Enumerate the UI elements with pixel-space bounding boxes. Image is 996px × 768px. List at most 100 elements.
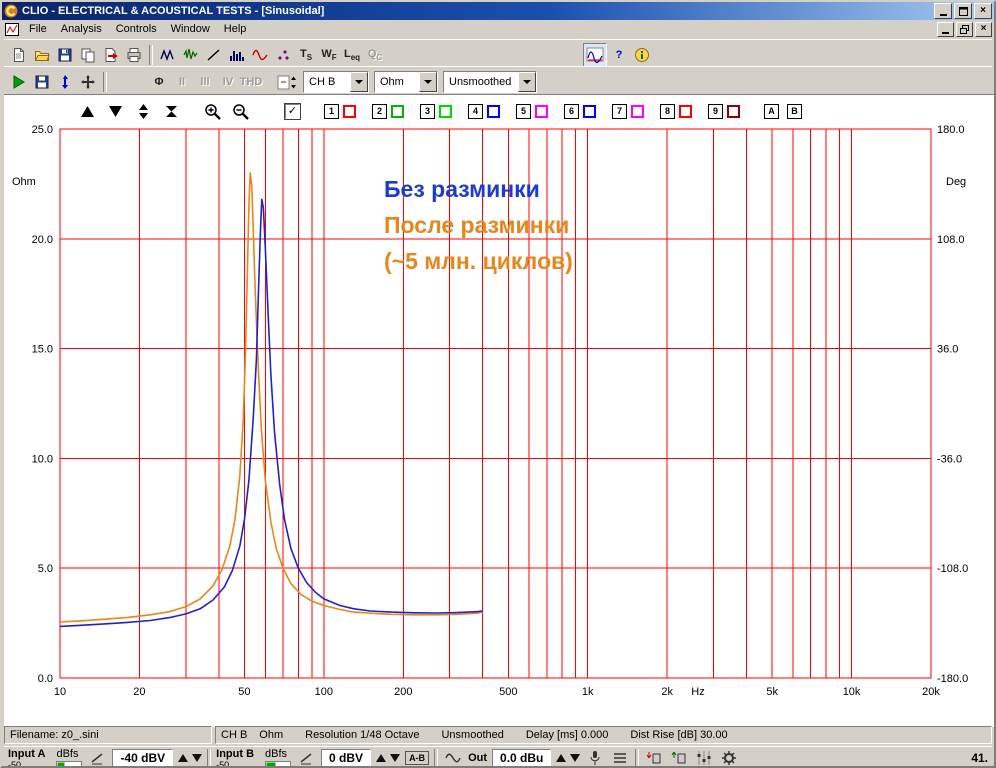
channel-value: CH B bbox=[309, 76, 336, 88]
ts-parameters-icon[interactable]: TS bbox=[299, 47, 313, 63]
phase-icon[interactable]: Φ bbox=[154, 76, 164, 88]
chevron-down-icon[interactable] bbox=[419, 72, 437, 92]
chart-controls: ✓ 1 2 3 4 5 6 7 8 9 A B bbox=[4, 100, 994, 122]
y-scale-spin-icon[interactable] bbox=[276, 71, 298, 93]
about-icon[interactable] bbox=[631, 44, 653, 66]
curve-1-button[interactable]: 1 bbox=[324, 103, 339, 119]
out-level[interactable]: 0.0 dBu bbox=[492, 749, 552, 766]
generator-icon[interactable] bbox=[443, 749, 463, 766]
autoscale-icon[interactable] bbox=[54, 71, 76, 93]
save-icon[interactable] bbox=[54, 44, 76, 66]
channel-combobox[interactable]: CH B bbox=[303, 71, 369, 93]
curve-6-color-swatch[interactable] bbox=[583, 104, 596, 118]
curve-2-button[interactable]: 2 bbox=[372, 103, 387, 119]
scatter-icon[interactable] bbox=[272, 44, 294, 66]
mls-signal-icon[interactable] bbox=[157, 44, 179, 66]
harmonic-4-icon: IV bbox=[222, 76, 234, 88]
close-button[interactable]: × bbox=[974, 3, 992, 19]
marker-checkbox[interactable]: ✓ bbox=[284, 102, 301, 120]
curve-7-button[interactable]: 7 bbox=[612, 103, 627, 119]
curve-slot-8: 8 bbox=[660, 103, 692, 119]
input-b-min-level: -50 bbox=[216, 760, 230, 768]
mixer-icon[interactable] bbox=[694, 749, 714, 766]
ab-compare-button[interactable]: A-B bbox=[405, 751, 430, 765]
menu-analysis[interactable]: Analysis bbox=[60, 23, 102, 35]
curve-5-color-swatch[interactable] bbox=[535, 104, 548, 118]
microphone-icon[interactable] bbox=[585, 749, 605, 766]
fft-bars-icon[interactable] bbox=[226, 44, 248, 66]
input-b-up-button[interactable] bbox=[376, 754, 387, 762]
sweep-line-icon[interactable] bbox=[203, 44, 225, 66]
input-a-sensitivity[interactable]: -40 dBV bbox=[112, 749, 174, 766]
print-icon[interactable] bbox=[123, 44, 145, 66]
hourglass-button[interactable] bbox=[161, 102, 181, 120]
updown-triangle-button[interactable] bbox=[133, 102, 153, 120]
input-a-down-button[interactable] bbox=[192, 754, 203, 762]
noise-signal-icon[interactable] bbox=[180, 44, 202, 66]
save-curve-icon[interactable] bbox=[31, 71, 53, 93]
curve-5-button[interactable]: 5 bbox=[516, 103, 531, 119]
child-minimize-button[interactable] bbox=[937, 21, 954, 37]
out-up-button[interactable] bbox=[556, 754, 567, 762]
leq-analysis-icon[interactable]: Leq bbox=[343, 47, 361, 63]
waterfall-icon[interactable]: WF bbox=[321, 47, 337, 63]
menu-controls[interactable]: Controls bbox=[115, 23, 157, 35]
open-folder-icon[interactable] bbox=[31, 44, 53, 66]
zoom-in-button[interactable] bbox=[203, 102, 223, 120]
curve-8-color-swatch[interactable] bbox=[679, 104, 692, 118]
curve-4-color-swatch[interactable] bbox=[487, 104, 500, 118]
curve-3-button[interactable]: 3 bbox=[420, 103, 435, 119]
curve-9-color-swatch[interactable] bbox=[727, 104, 740, 118]
curve-7-color-swatch[interactable] bbox=[631, 104, 644, 118]
menu-help[interactable]: Help bbox=[223, 23, 247, 35]
svg-text:15.0: 15.0 bbox=[32, 344, 53, 356]
curve-8-button[interactable]: 8 bbox=[660, 103, 675, 119]
curve-3-color-swatch[interactable] bbox=[439, 104, 452, 118]
menu-file[interactable]: File bbox=[29, 23, 47, 35]
export-icon[interactable] bbox=[100, 44, 122, 66]
input-b-unit: dBfs bbox=[265, 748, 288, 760]
line-in-patch-icon[interactable] bbox=[644, 749, 664, 766]
input-b-gain-icon[interactable] bbox=[296, 749, 316, 766]
annotation-1: Без разминки bbox=[384, 176, 540, 202]
zoom-out-button[interactable] bbox=[231, 102, 251, 120]
measurement-toolbar: Φ II III IV THD CH B Ohm Unsmoothed bbox=[4, 66, 992, 98]
down-triangle-button[interactable] bbox=[105, 102, 125, 120]
menu-window[interactable]: Window bbox=[170, 23, 210, 35]
overlay-a-button[interactable]: A bbox=[764, 103, 779, 119]
smoothing-combobox[interactable]: Unsmoothed bbox=[443, 71, 537, 93]
curve-4-button[interactable]: 4 bbox=[468, 103, 483, 119]
chevron-down-icon[interactable] bbox=[518, 72, 536, 92]
curve-9-button[interactable]: 9 bbox=[708, 103, 723, 119]
child-restore-button[interactable] bbox=[956, 21, 973, 37]
curve-1-color-swatch[interactable] bbox=[343, 104, 356, 118]
harmonic-3-icon: III bbox=[200, 76, 210, 88]
input-a-gain-icon[interactable] bbox=[87, 749, 107, 766]
maximize-button[interactable] bbox=[954, 3, 972, 19]
sinusoidal-icon[interactable] bbox=[583, 43, 607, 67]
curve-2-color-swatch[interactable] bbox=[391, 104, 404, 118]
menu-lines-icon[interactable] bbox=[610, 749, 630, 766]
move-icon[interactable] bbox=[77, 71, 99, 93]
chevron-down-icon[interactable] bbox=[350, 72, 368, 92]
help-icon[interactable]: ? bbox=[615, 49, 623, 61]
input-b-sensitivity[interactable]: 0 dBV bbox=[321, 749, 372, 766]
new-doc-icon[interactable] bbox=[8, 44, 30, 66]
impedance-plot: 10 20 50 100 200 500 1k 2k 5k 10k 20k Hz 25.0 20.0 15.… bbox=[12, 124, 968, 698]
line-out-patch-icon[interactable] bbox=[669, 749, 689, 766]
sine-wave-icon[interactable] bbox=[249, 44, 271, 66]
copy-icon[interactable] bbox=[77, 44, 99, 66]
document-window-icon[interactable] bbox=[5, 22, 19, 36]
input-a-up-button[interactable] bbox=[178, 754, 189, 762]
go-icon[interactable] bbox=[8, 71, 30, 93]
overlay-b-button[interactable]: B bbox=[787, 103, 802, 119]
unit-combobox[interactable]: Ohm bbox=[374, 71, 438, 93]
child-close-button[interactable]: × bbox=[975, 21, 992, 37]
settings-icon[interactable] bbox=[719, 749, 739, 766]
curve-6-button[interactable]: 6 bbox=[564, 103, 579, 119]
input-b-down-button[interactable] bbox=[390, 754, 401, 762]
out-down-button[interactable] bbox=[570, 754, 581, 762]
measurement-toolbar-separator bbox=[103, 72, 107, 92]
minimize-button[interactable] bbox=[934, 3, 952, 19]
up-triangle-button[interactable] bbox=[77, 102, 97, 120]
